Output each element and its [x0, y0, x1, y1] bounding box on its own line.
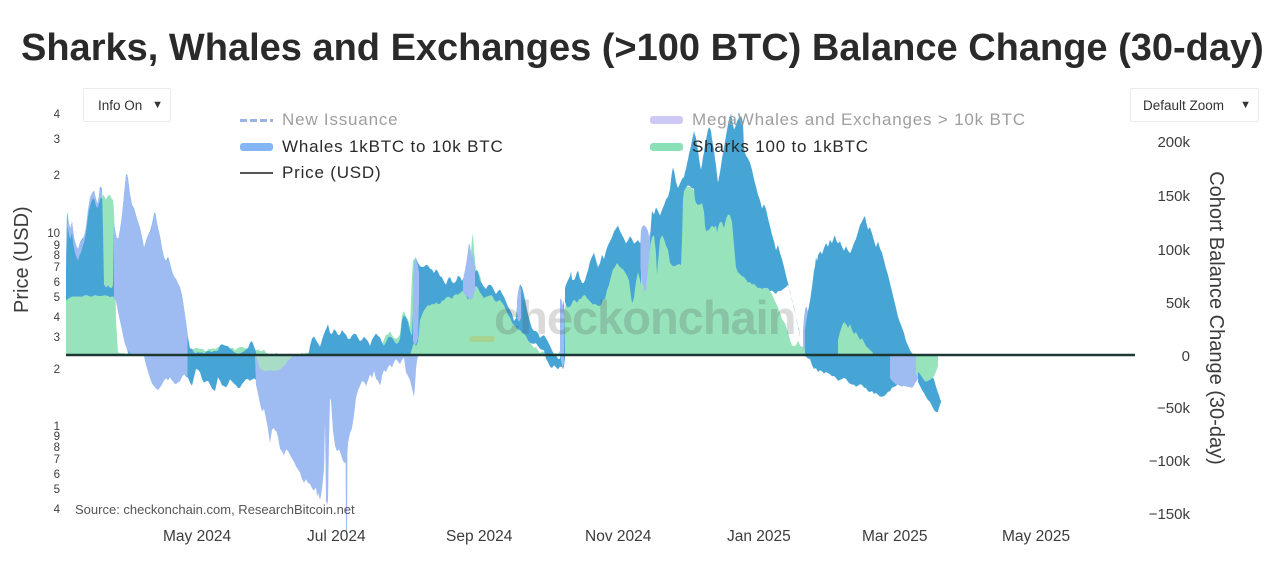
- svg-text:checkonchain: checkonchain: [494, 291, 795, 344]
